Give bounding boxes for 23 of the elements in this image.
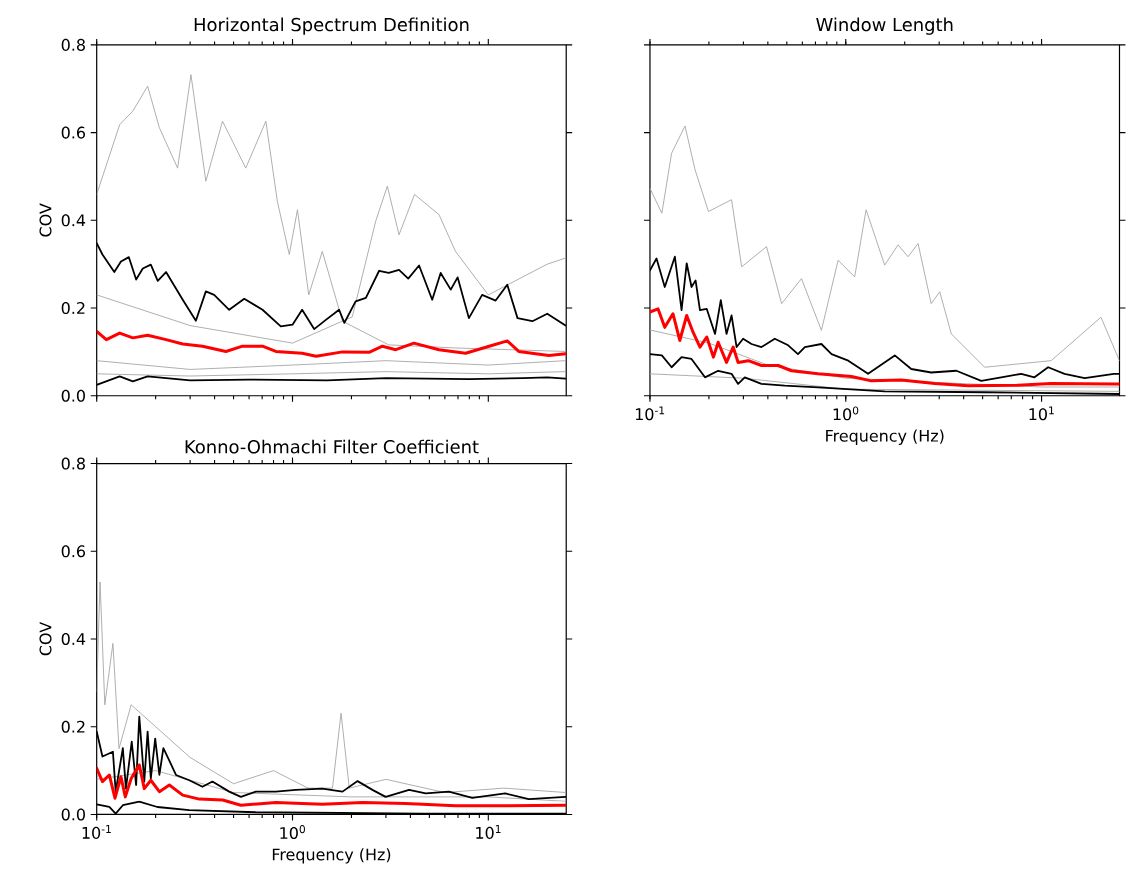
y-tick-label: 0.4 [61,214,86,227]
x-tick-label: 10$^{-1}$ [635,406,665,421]
chart-title: Horizontal Spectrum Definition [194,17,469,35]
x-tick-label: 10$^{0}$ [280,825,305,839]
y-tick-label: 0.6 [61,545,86,558]
x-tick-label: 10$^{-1}$ [82,825,111,839]
y-axis-title: COV [39,203,52,237]
y-tick-label: 0.8 [61,457,85,470]
y-tick-label: 0.6 [61,126,86,139]
y-tick-label: 0.0 [61,389,85,402]
y-axis-title: COV [39,621,52,656]
x-tick-label: 10$^{1}$ [1029,406,1054,421]
x-tick-label: 10$^{1}$ [476,825,501,839]
x-tick-label: 10$^{0}$ [833,406,859,421]
chart-title: Konno-Ohmachi Filter Coefficient [185,439,479,454]
y-tick-label: 0.0 [61,808,85,821]
y-tick-label: 0.4 [61,632,86,645]
chart-title: Window Length [816,17,953,35]
x-axis-title: Frequency (Hz) [272,848,391,864]
x-axis-title: Frequency (Hz) [826,429,944,445]
y-tick-label: 0.2 [61,301,85,314]
y-tick-label: 0.8 [61,38,85,51]
y-tick-label: 0.2 [61,720,85,733]
